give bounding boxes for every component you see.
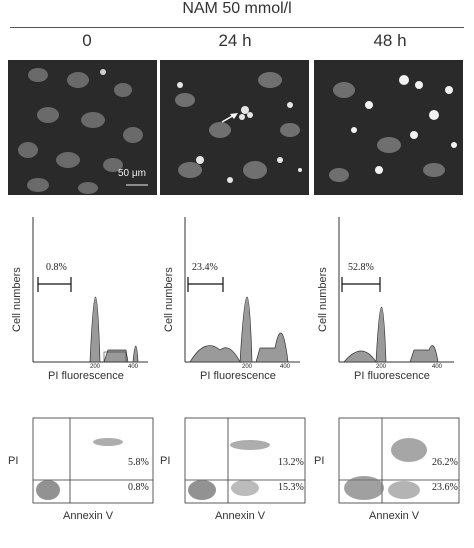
- flow-plot-0h-area: [32, 417, 154, 504]
- title-divider: [10, 27, 464, 28]
- histogram-48h-plot: [338, 217, 454, 364]
- column-label-0: 0: [82, 31, 92, 50]
- hist-xlabel: PI fluorescence: [200, 370, 276, 382]
- flow-plot-48h: 26.2% 23.6% PI Annexin V: [314, 410, 464, 525]
- flow-plot-24h-area: [184, 417, 306, 504]
- hist-subg1-pct: 52.8%: [348, 262, 374, 273]
- micrograph-48h-cells: [329, 75, 457, 182]
- figure-title: NAM 50 mmol/l: [182, 0, 292, 17]
- hist-subg1-pct: 23.4%: [192, 262, 218, 273]
- hist-ylabel: Cell numbers: [163, 267, 175, 332]
- flow-ylabel: PI: [314, 455, 325, 467]
- hist-ylabel: Cell numbers: [11, 267, 23, 332]
- micrograph-24h-cells: [175, 72, 302, 183]
- flow-xlabel: Annexin V: [369, 510, 420, 522]
- column-label-24h: 24 h: [218, 31, 252, 50]
- hist-ylabel: Cell numbers: [317, 267, 329, 332]
- hist-tick-400: 400: [128, 364, 139, 370]
- hist-tick-400: 400: [432, 364, 443, 370]
- flow-plot-48h-area: [338, 417, 460, 504]
- flow-plot-0h: 5.8% 0.8% PI Annexin V: [8, 410, 158, 525]
- hist-subg1-pct: 0.8%: [46, 262, 67, 273]
- hist-xlabel: PI fluorescence: [48, 370, 124, 382]
- hist-tick-200: 200: [376, 364, 387, 370]
- flow-lower-right-pct: 23.6%: [432, 482, 458, 493]
- hist-xlabel: PI fluorescence: [354, 370, 430, 382]
- micrograph-48h: [314, 60, 463, 195]
- histogram-0h-plot: [32, 217, 148, 363]
- flow-ylabel: PI: [160, 455, 171, 467]
- column-label-48h: 48 h: [373, 31, 407, 50]
- histogram-0h: 0.8% Cell numbers PI fluorescence 200 40…: [8, 212, 160, 387]
- flow-upper-right-pct: 26.2%: [432, 457, 458, 468]
- flow-upper-right-pct: 5.8%: [128, 457, 149, 468]
- histogram-48h: 52.8% Cell numbers PI fluorescence 200 4…: [314, 212, 466, 387]
- hist-tick-400: 400: [280, 364, 291, 370]
- flow-xlabel: Annexin V: [215, 510, 266, 522]
- hist-tick-200: 200: [90, 364, 101, 370]
- flow-lower-right-pct: 0.8%: [128, 482, 149, 493]
- flow-xlabel: Annexin V: [63, 510, 114, 522]
- micrograph-0h: 50 μm: [8, 60, 157, 195]
- histogram-24h-plot: [184, 217, 300, 364]
- histogram-24h: 23.4% Cell numbers PI fluorescence 200 4…: [160, 212, 312, 387]
- flow-lower-right-pct: 15.3%: [278, 482, 304, 493]
- flow-ylabel: PI: [8, 455, 19, 467]
- flow-plot-24h: 13.2% 15.3% PI Annexin V: [160, 410, 310, 525]
- micrograph-24h: [160, 60, 309, 195]
- flow-upper-right-pct: 13.2%: [278, 457, 304, 468]
- scalebar-label: 50 μm: [118, 168, 146, 179]
- micrograph-0h-cells: [18, 68, 148, 194]
- hist-tick-200: 200: [242, 364, 253, 370]
